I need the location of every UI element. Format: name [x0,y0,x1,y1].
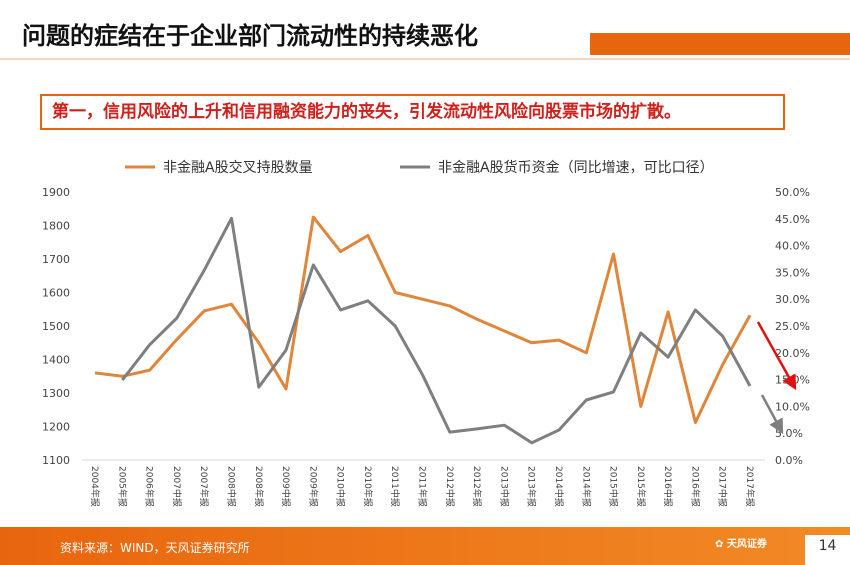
x-tick-label: 2014中报 [553,466,565,507]
x-tick-label: 2008中报 [225,466,237,507]
line-chart: 1100 1200 1300 1400 1500 1600 1700 1800 1900 0.0%… [42,159,810,507]
x-tick-label: 2016中报 [662,466,674,507]
left-tick-label: 1600 [42,287,70,300]
x-tick-label: 2006年报 [144,466,156,507]
x-tick-label: 2012中报 [444,466,456,507]
x-tick-label: 2013年报 [526,466,538,507]
left-tick-label: 1400 [42,354,70,367]
x-tick-label: 2009中报 [280,466,292,507]
right-tick-label: 35.0% [775,266,810,279]
right-tick-label: 45.0% [775,213,810,226]
legend-label: 非金融A股货币资金（同比增速，可比口径） [438,159,714,176]
right-tick-label: 40.0% [775,240,810,253]
legend-label: 非金融A股交叉持股数量 [163,159,313,176]
subtitle-box: 第一，信用风险的上升和信用融资能力的丧失，引发流动性风险向股票市场的扩散。 [40,94,785,130]
page-number: 14 [805,535,850,565]
x-tick-label: 2017年报 [744,466,756,507]
right-tick-label: 30.0% [775,293,810,306]
right-tick-label: 0.0% [775,454,803,467]
title-accent-bar [590,33,850,55]
x-tick-label: 2009年报 [307,466,319,507]
x-tick-label: 2016年报 [689,466,701,507]
x-tick-label: 2013中报 [498,466,510,507]
gray-arrow [760,394,784,435]
x-tick-label: 2015中报 [608,466,620,507]
left-tick-label: 1300 [42,387,70,400]
left-tick-label: 1500 [42,320,70,333]
x-tick-label: 2004年报 [89,466,101,507]
x-tick-label: 2011中报 [389,466,401,507]
left-tick-label: 1900 [42,186,70,199]
x-tick-label: 2010中报 [335,466,347,507]
left-tick-label: 1200 [42,421,70,434]
right-tick-label: 50.0% [775,186,810,199]
x-tick-label: 2007中报 [171,466,183,507]
logo: ✿ 天风证券 [715,539,767,550]
right-tick-label: 10.0% [775,400,810,413]
x-tick-label: 2007年报 [198,466,210,507]
logo-text: 天风证券 [726,539,767,550]
right-tick-label: 25.0% [775,320,810,333]
series-line-1 [94,215,752,424]
x-tick-label: 2014年报 [580,466,592,507]
x-tick-label: 2005年报 [116,466,128,507]
series-line-2 [121,216,752,445]
page-title: 问题的症结在于企业部门流动性的持续恶化 [22,22,478,50]
source-note: 资料来源：WIND，天风证券研究所 [60,541,250,555]
x-tick-label: 2008年报 [253,466,265,507]
x-tick-label: 2015年报 [635,466,647,507]
left-tick-label: 1800 [42,220,70,233]
footer: 资料来源：WIND，天风证券研究所 ✿ 天风证券 14 [0,527,850,565]
title-divider [0,58,850,60]
left-tick-label: 1700 [42,253,70,266]
red-arrow [756,321,797,391]
x-tick-label: 2011年报 [417,466,429,507]
x-tick-label: 2017中报 [717,466,729,507]
x-tick-label: 2012年报 [471,466,483,507]
right-tick-label: 20.0% [775,347,810,360]
x-tick-label: 2010年报 [362,466,374,507]
left-tick-label: 1100 [42,454,70,467]
